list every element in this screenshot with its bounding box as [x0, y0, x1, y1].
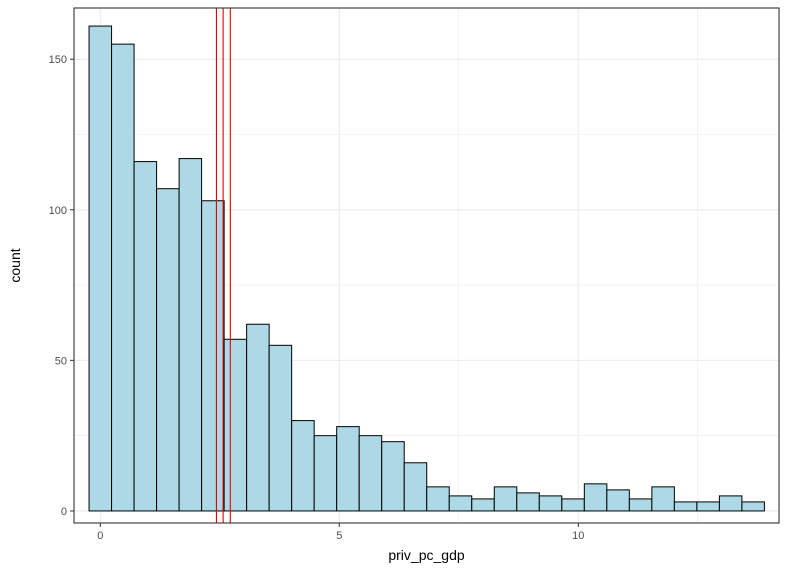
histogram-bar	[381, 441, 405, 512]
histogram-bar	[178, 158, 203, 512]
histogram-bar	[741, 501, 765, 512]
histogram-bar	[201, 200, 225, 512]
histogram-bar	[628, 498, 653, 512]
histogram-bar	[651, 486, 675, 512]
histogram-bar	[156, 188, 180, 512]
histogram-bar	[133, 161, 158, 512]
y-tick-label: 100	[49, 205, 67, 217]
histogram-bar	[448, 495, 473, 512]
histogram-bar	[358, 435, 383, 512]
reference-lines	[215, 8, 231, 523]
histogram-bar	[493, 486, 518, 512]
histogram-bar	[88, 25, 113, 512]
histogram-bar	[718, 495, 743, 512]
y-tick-label: 150	[49, 54, 67, 66]
histogram-bar	[313, 435, 338, 512]
histogram-bar	[583, 483, 608, 512]
histogram-bar	[223, 338, 248, 512]
histogram-bar	[246, 323, 270, 512]
histogram-bar	[516, 492, 540, 512]
x-tick-label: 5	[336, 530, 342, 542]
histogram-bar	[538, 495, 563, 512]
x-tick-label: 0	[97, 530, 103, 542]
histogram-bar	[606, 489, 630, 512]
histogram-bar	[291, 420, 315, 512]
histogram-bar	[111, 43, 135, 512]
y-tick-label: 50	[55, 355, 67, 367]
y-tick-label: 0	[61, 506, 67, 518]
histogram-bar	[561, 498, 585, 512]
histogram-bars	[88, 25, 765, 512]
histogram-bar	[403, 462, 428, 512]
histogram-bar	[268, 344, 293, 512]
histogram-bar	[696, 501, 720, 512]
y-axis-title: count	[7, 248, 23, 282]
x-axis-title: priv_pc_gdp	[388, 547, 464, 563]
histogram-bar	[673, 501, 698, 512]
histogram-bar	[336, 426, 360, 512]
x-tick-label: 10	[572, 530, 584, 542]
histogram-bar	[426, 486, 450, 512]
panel-border	[73, 7, 780, 524]
histogram-bar	[471, 498, 495, 512]
